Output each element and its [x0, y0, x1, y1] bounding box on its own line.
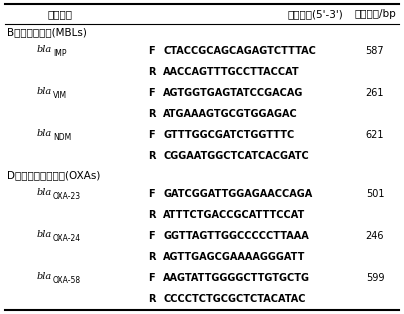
- Text: OXA-24: OXA-24: [53, 234, 81, 243]
- Text: 621: 621: [366, 130, 384, 140]
- Text: AAGTATTGGGGCTTGTGCTG: AAGTATTGGGGCTTGTGCTG: [163, 273, 310, 283]
- Text: R: R: [148, 252, 156, 262]
- Text: GTTTGGCGATCTGGTTTC: GTTTGGCGATCTGGTTTC: [163, 130, 294, 140]
- Text: GATCGGATTGGAGAACCAGA: GATCGGATTGGAGAACCAGA: [163, 189, 312, 199]
- Text: OXA-23: OXA-23: [53, 192, 81, 201]
- Text: 587: 587: [366, 46, 384, 56]
- Text: 引物序列(5'-3'): 引物序列(5'-3'): [288, 9, 344, 19]
- Text: AGTGGTGAGTATCCGACAG: AGTGGTGAGTATCCGACAG: [163, 88, 303, 98]
- Text: ATTTCTGACCGCATTTCCAT: ATTTCTGACCGCATTTCCAT: [163, 210, 305, 220]
- Text: F: F: [148, 46, 155, 56]
- Text: R: R: [148, 210, 156, 220]
- Text: GGTTAGTTGGCCCCCTTAAA: GGTTAGTTGGCCCCCTTAAA: [163, 231, 309, 241]
- Text: R: R: [148, 151, 156, 161]
- Text: F: F: [148, 88, 155, 98]
- Text: 246: 246: [366, 231, 384, 241]
- Text: F: F: [148, 130, 155, 140]
- Text: 599: 599: [366, 273, 384, 283]
- Text: 501: 501: [366, 189, 384, 199]
- Text: R: R: [148, 67, 156, 77]
- Text: bla: bla: [37, 272, 52, 281]
- Text: 261: 261: [366, 88, 384, 98]
- Text: 基因名称: 基因名称: [48, 9, 72, 19]
- Text: D类费卡西林氧化酶(OXAs): D类费卡西林氧化酶(OXAs): [7, 170, 100, 180]
- Text: F: F: [148, 231, 155, 241]
- Text: NDM: NDM: [53, 133, 71, 142]
- Text: ATGAAAGTGCGTGGAGAC: ATGAAAGTGCGTGGAGAC: [163, 109, 298, 119]
- Text: CCCCTCTGCGCTCTACATAC: CCCCTCTGCGCTCTACATAC: [163, 295, 305, 305]
- Text: bla: bla: [37, 129, 52, 138]
- Text: AGTTGAGCGAAAAGGGATT: AGTTGAGCGAAAAGGGATT: [163, 252, 305, 262]
- Text: 产物大度/bp: 产物大度/bp: [354, 9, 396, 19]
- Text: R: R: [148, 295, 156, 305]
- Text: bla: bla: [37, 45, 52, 54]
- Text: CGGAATGGCTCATCACGATC: CGGAATGGCTCATCACGATC: [163, 151, 309, 161]
- Text: IMP: IMP: [53, 49, 67, 58]
- Text: CTACCGCAGCAGAGTCTTTAC: CTACCGCAGCAGAGTCTTTAC: [163, 46, 316, 56]
- Text: F: F: [148, 273, 155, 283]
- Text: AACCAGTTTGCCTTACCAT: AACCAGTTTGCCTTACCAT: [163, 67, 300, 77]
- Text: bla: bla: [37, 230, 52, 239]
- Text: F: F: [148, 189, 155, 199]
- Text: R: R: [148, 109, 156, 119]
- Text: bla: bla: [37, 188, 52, 197]
- Text: OXA-58: OXA-58: [53, 276, 81, 285]
- Text: B类金属酶类酶(MBLs): B类金属酶类酶(MBLs): [7, 27, 87, 37]
- Text: bla: bla: [37, 87, 52, 96]
- Text: VIM: VIM: [53, 91, 67, 100]
